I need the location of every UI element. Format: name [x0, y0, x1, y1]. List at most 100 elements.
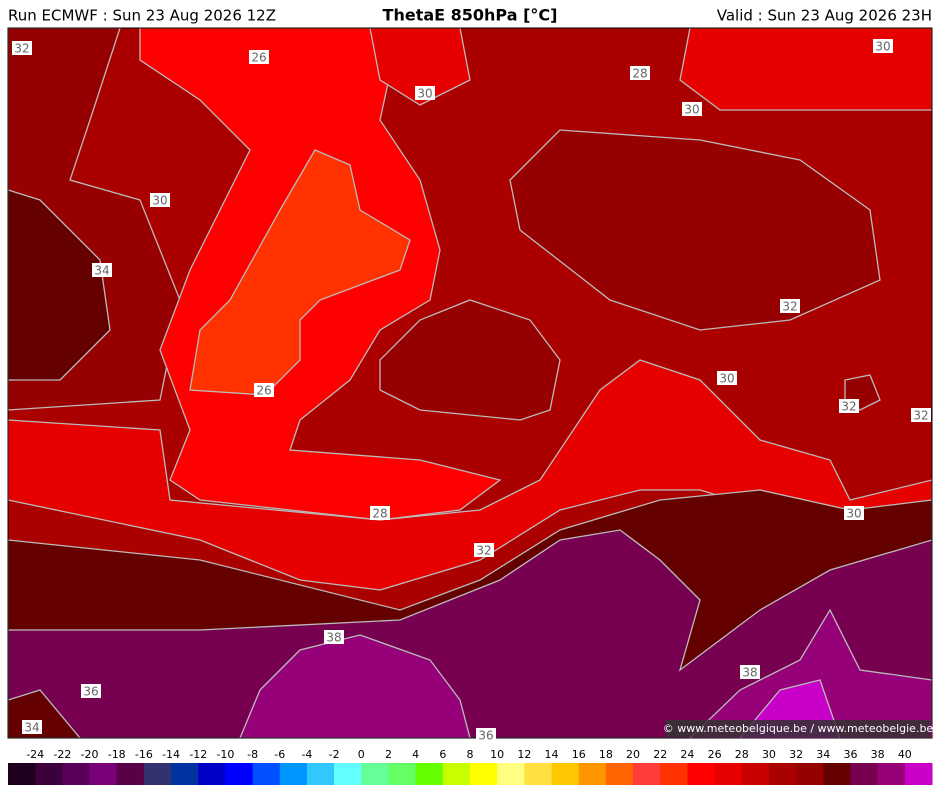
map-frame	[7, 27, 933, 739]
credit: © www.meteobelgique.be / www.meteobelgie…	[663, 722, 934, 735]
colorbar-swatch	[741, 763, 770, 785]
contour-label: 30	[152, 194, 167, 208]
colorbar-tick-label: -10	[216, 748, 234, 761]
contour-label: 36	[478, 729, 493, 743]
contour-label-box	[911, 408, 931, 422]
contour-label: 30	[875, 40, 890, 54]
colorbar-swatch	[687, 763, 716, 785]
colorbar: -24 -22 -20 -18 -16 -14 -12 -10 -8 -6 -4 -2 0 2 4 6 8 10 1…	[8, 748, 933, 785]
contour-label-box	[81, 684, 101, 698]
contour-label-box	[324, 630, 344, 644]
contour-label-box	[844, 506, 864, 520]
colorbar-tick-label: -6	[274, 748, 285, 761]
colorbar-swatch	[497, 763, 525, 785]
colorbar-swatch	[442, 763, 471, 785]
colorbar-swatch	[714, 763, 743, 785]
colorbar-swatch	[796, 763, 824, 785]
map-title: ThetaE 850hPa [°C]	[383, 6, 558, 25]
valid-label: Valid : Sun 23 Aug 2026 23H	[717, 7, 932, 25]
colorbar-swatch	[578, 763, 607, 785]
colorbar-tick-label: 22	[653, 748, 667, 761]
contour-label: 28	[372, 507, 387, 521]
colorbar-tick-label: 28	[735, 748, 749, 761]
run-label: Run ECMWF : Sun 23 Aug 2026 12Z	[8, 7, 276, 25]
colorbar-tick-label: 24	[680, 748, 694, 761]
colorbar-swatch	[116, 763, 145, 785]
colorbar-swatch	[225, 763, 254, 785]
contour-label-box	[474, 543, 494, 557]
contour-label-box	[249, 50, 269, 64]
contour-label: 32	[841, 400, 856, 414]
contour-label: 30	[684, 103, 699, 117]
credit-box	[666, 720, 930, 737]
colorbar-swatch	[62, 763, 91, 785]
contour-label: 32	[14, 42, 29, 56]
colorbar-swatch	[551, 763, 580, 785]
colorbar-swatch	[877, 763, 906, 785]
contour-label-box	[839, 399, 859, 413]
colorbar-swatch	[279, 763, 308, 785]
colorbar-swatch	[8, 763, 36, 785]
colorbar-tick-label: 12	[517, 748, 531, 761]
contour-label-box	[740, 665, 760, 679]
contour-label: 34	[24, 721, 39, 735]
colorbar-swatch	[171, 763, 199, 785]
colorbar-tick-label: -2	[329, 748, 340, 761]
colorbar-tick-label: -12	[189, 748, 207, 761]
colorbar-swatch	[334, 763, 362, 785]
contour-label-box	[717, 371, 737, 385]
colorbar-swatch	[823, 763, 851, 785]
colorbar-tick-label: 6	[439, 748, 446, 761]
colorbar-tick-label: 30	[762, 748, 776, 761]
contour-label: 32	[476, 544, 491, 558]
contour-label-box	[780, 299, 800, 313]
colorbar-tick-label: 14	[545, 748, 559, 761]
colorbar-tick-label: -4	[301, 748, 312, 761]
colorbar-tick-label: 32	[789, 748, 803, 761]
contour-label-box	[254, 383, 274, 397]
contour-label: 36	[83, 685, 98, 699]
contour-label: 30	[719, 372, 734, 386]
colorbar-tick-label: 2	[385, 748, 392, 761]
colorbar-tick-label: 0	[358, 748, 365, 761]
colorbar-tick-label: 8	[467, 748, 474, 761]
colorbar-tick-label: -22	[53, 748, 71, 761]
colorbar-swatch	[252, 763, 281, 785]
contour-labels: 32 26 30 28 30 30 30 34 32 26 30 32 32 28 30 32 38 36 38 34…	[12, 39, 931, 743]
contour-label: 26	[256, 384, 271, 398]
colorbar-tick-label: 18	[599, 748, 613, 761]
colorbar-tick-label: 4	[412, 748, 419, 761]
colorbar-swatch	[388, 763, 417, 785]
contour-label: 38	[326, 631, 341, 645]
colorbar-tick-label: 26	[708, 748, 722, 761]
colorbar-tick-label: 16	[572, 748, 586, 761]
colorbar-tick-label: -16	[135, 748, 153, 761]
contour-label-box	[682, 102, 702, 116]
contour-label: 30	[846, 507, 861, 521]
colorbar-swatch	[143, 763, 172, 785]
contour-label-box	[92, 263, 112, 277]
colorbar-swatch	[470, 763, 498, 785]
colorbar-tick-label: -20	[81, 748, 99, 761]
colorbar-tick-label: 38	[871, 748, 885, 761]
colorbar-swatch	[605, 763, 634, 785]
contour-label: 38	[742, 666, 757, 680]
colorbar-swatch	[524, 763, 553, 785]
contour-label: 34	[94, 264, 109, 278]
colorbar-tick-label: -8	[247, 748, 258, 761]
colorbar-swatch	[633, 763, 661, 785]
colorbar-tick-label: 34	[816, 748, 830, 761]
contour-label-box	[12, 41, 32, 55]
map	[8, 28, 932, 738]
colorbar-swatch	[35, 763, 63, 785]
colorbar-tick-label: 36	[843, 748, 857, 761]
colorbar-swatch	[415, 763, 444, 785]
colorbar-tick-label: -18	[108, 748, 126, 761]
contour-label-box	[873, 39, 893, 53]
colorbar-swatch	[89, 763, 118, 785]
colorbar-swatch	[660, 763, 688, 785]
contour-label: 28	[632, 67, 647, 81]
contour-label: 26	[251, 51, 266, 65]
colorbar-tick-label: 10	[490, 748, 504, 761]
